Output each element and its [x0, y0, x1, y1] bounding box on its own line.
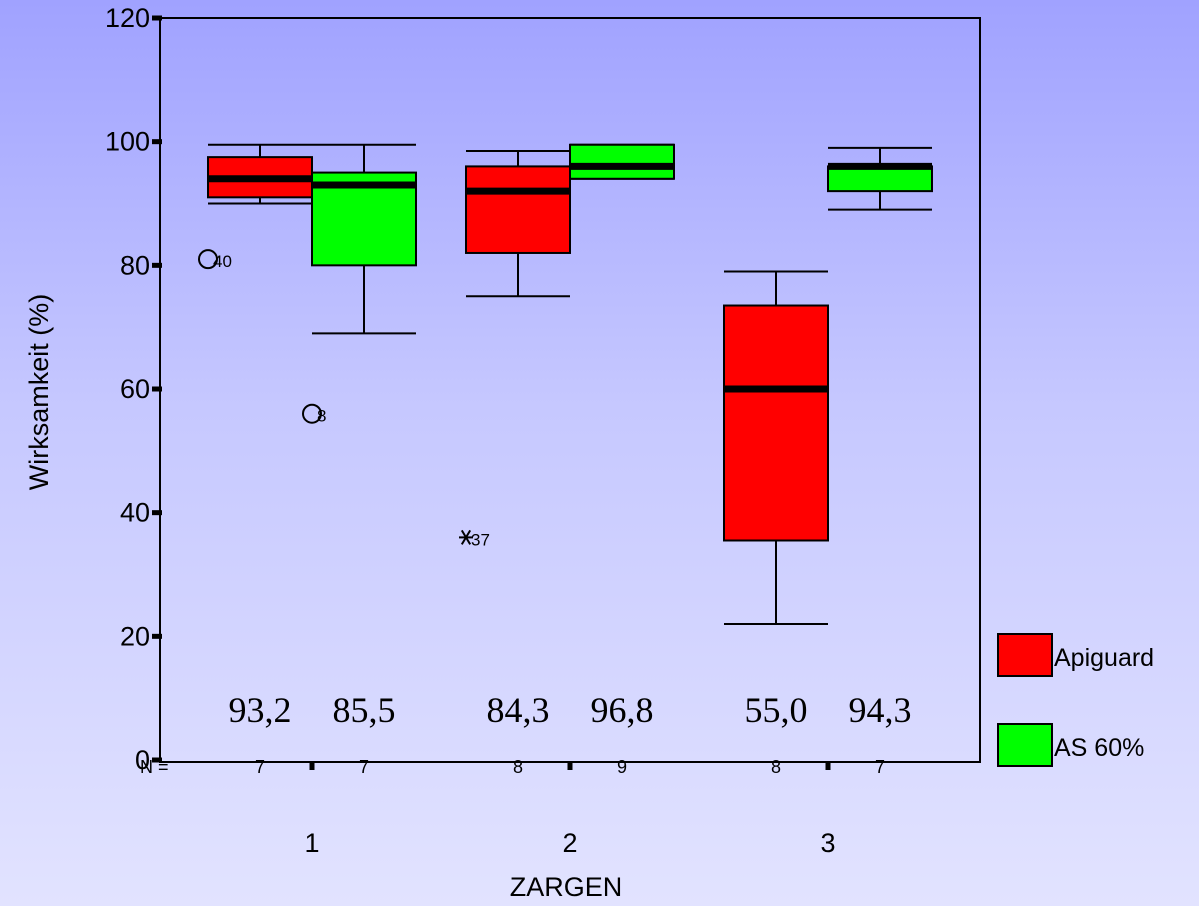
box	[465, 165, 571, 254]
y-tick-label: 0	[135, 745, 150, 775]
x-tick-label: 1	[304, 828, 319, 858]
y-tick-label: 60	[120, 374, 150, 404]
box-group: 40 7	[198, 143, 313, 777]
y-axis: 0 20 40 60 80 100 120	[105, 3, 162, 775]
mean-label: 84,3	[487, 690, 550, 730]
legend-swatch	[997, 633, 1053, 677]
x-axis: 1 2 3	[304, 762, 836, 858]
outlier-label: 40	[213, 252, 232, 271]
y-tick-label: 100	[105, 127, 150, 157]
box-group: 7	[827, 146, 933, 777]
mean-label: 94,3	[849, 690, 912, 730]
outlier-marker	[198, 249, 218, 270]
box	[723, 304, 829, 542]
n-count: 9	[617, 757, 627, 777]
n-count: 8	[513, 757, 523, 777]
y-tick-label: 120	[105, 3, 150, 33]
mean-label: 55,0	[745, 690, 808, 730]
n-count: 7	[359, 757, 369, 777]
legend: Apiguard AS 60%	[997, 633, 1154, 767]
x-tick-label: 2	[562, 828, 577, 858]
outlier-label: 37	[471, 530, 490, 549]
box	[827, 165, 933, 193]
n-count: 7	[875, 757, 885, 777]
y-axis-label: Wirksamkeit (%)	[24, 294, 54, 491]
legend-swatch	[997, 723, 1053, 767]
n-label: N =	[140, 757, 169, 777]
x-tick-label: 3	[820, 828, 835, 858]
extreme-marker	[460, 529, 472, 545]
n-count: 7	[255, 757, 265, 777]
box	[569, 143, 675, 180]
plot-area	[159, 17, 981, 763]
box-group: 37 8	[459, 149, 571, 777]
box-group: 8	[723, 270, 829, 777]
mean-labels-layer: 93,2 85,5 84,3 96,8 55,0 94,3	[229, 690, 912, 730]
n-count: 8	[771, 757, 781, 777]
legend-label: Apiguard	[1054, 644, 1154, 672]
y-tick-label: 80	[120, 250, 150, 280]
mean-label: 93,2	[229, 690, 292, 730]
outlier-marker	[302, 403, 322, 424]
x-axis-label: ZARGEN	[510, 872, 623, 902]
y-tick-label: 40	[120, 498, 150, 528]
mean-label: 85,5	[333, 690, 396, 730]
mean-label: 96,8	[591, 690, 654, 730]
box-group: 9	[569, 143, 675, 777]
legend-label: AS 60%	[1054, 734, 1144, 762]
box-group: 87	[302, 143, 417, 777]
outlier-label: 8	[317, 407, 326, 426]
y-tick-label: 20	[120, 621, 150, 651]
